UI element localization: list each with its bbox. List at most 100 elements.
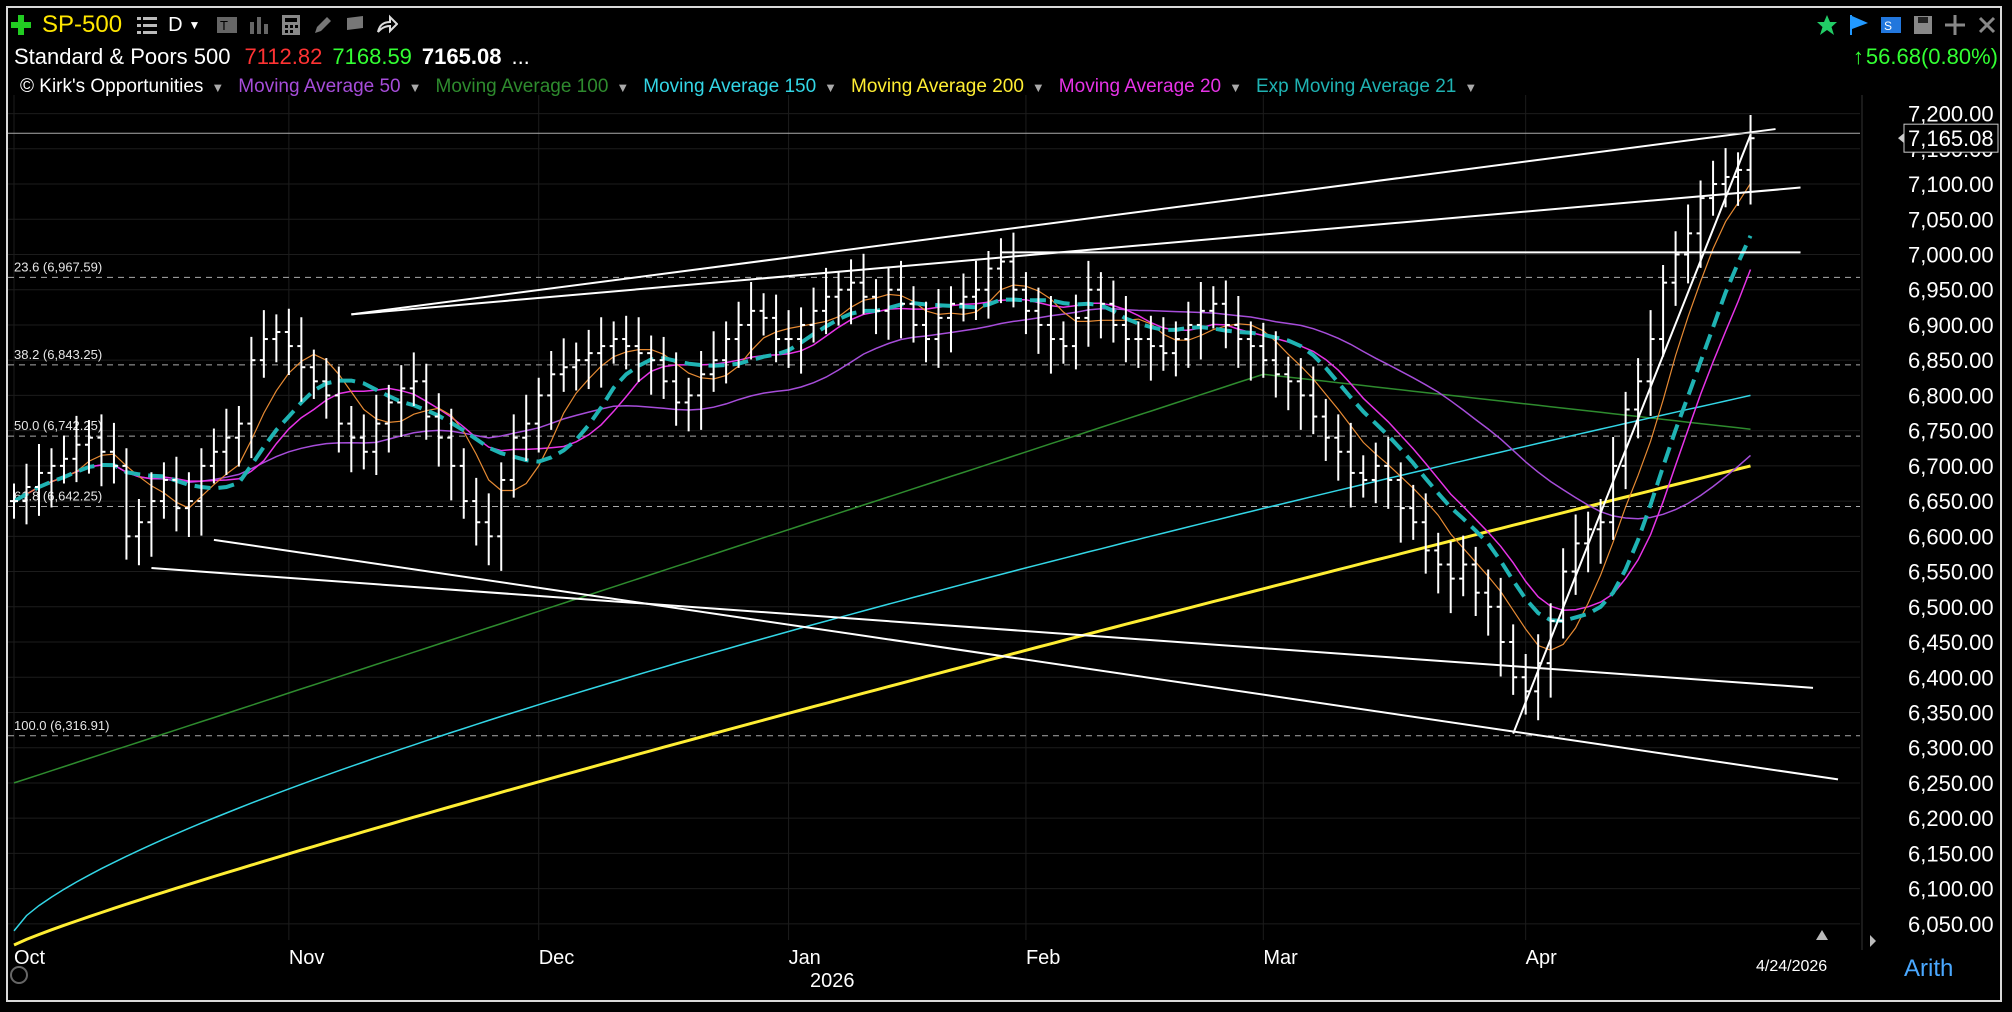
price-axis-label: 6,900.00: [1908, 313, 1994, 338]
chevron-down-icon[interactable]: ▼: [1464, 80, 1478, 95]
trendline: [151, 567, 1814, 689]
study-label: © Kirk's Opportunities: [20, 76, 204, 97]
price-axis-label: 6,850.00: [1908, 348, 1994, 373]
moving-average-150-line: [13, 394, 1751, 932]
study-label: Moving Average 20: [1058, 76, 1222, 97]
scroll-end-icon: [1870, 935, 1876, 947]
moving-average-20-line: [13, 269, 1752, 612]
moving-average-50-line: [13, 307, 1751, 520]
change-display: ↑ 56.68(0.80%): [1853, 44, 1998, 70]
price-axis-label: 7,050.00: [1908, 207, 1994, 232]
last-value: 7165.08: [421, 44, 502, 69]
zoom-reset-icon[interactable]: [8, 960, 30, 990]
study-item[interactable]: Moving Average 100 ▼: [436, 76, 630, 98]
list-icon[interactable]: [136, 14, 158, 36]
price-axis-label: 6,650.00: [1908, 489, 1994, 514]
scroll-right-icon: [1816, 930, 1828, 940]
time-axis-label: Nov: [289, 947, 325, 969]
price-axis-label: 6,200.00: [1908, 806, 1994, 831]
move-icon[interactable]: [1944, 14, 1966, 36]
low-value: 7112.82: [244, 44, 323, 69]
chevron-down-icon[interactable]: ▼: [1229, 80, 1242, 95]
study-item[interactable]: Moving Average 150 ▼: [643, 76, 837, 98]
quote-line: Standard & Poors 500 7112.82 7168.59 716…: [14, 44, 530, 70]
price-axis-label: 6,350.00: [1908, 700, 1994, 725]
trendline: [213, 538, 1839, 781]
chevron-down-icon[interactable]: ▼: [408, 80, 422, 95]
calculator-icon[interactable]: [280, 14, 302, 36]
change-value: 56.68(0.80%): [1865, 44, 1998, 69]
save-icon[interactable]: [1912, 14, 1934, 36]
interval-selector[interactable]: D: [168, 13, 183, 36]
svg-text:S: S: [1884, 19, 1892, 33]
fib-level-label: 61.8 (6,642.25): [14, 489, 102, 504]
chart-window-frame: [6, 6, 2002, 1002]
time-axis-label: Feb: [1026, 947, 1060, 969]
price-axis-label: 6,800.00: [1908, 383, 1994, 408]
time-axis-label: Jan: [789, 947, 821, 969]
study-item[interactable]: Moving Average 50 ▼: [238, 76, 421, 98]
fib-level-label: 50.0 (6,742.25): [14, 418, 102, 433]
price-axis-label: 6,150.00: [1908, 841, 1994, 866]
price-axis-label: 6,450.00: [1908, 630, 1994, 655]
scale-mode-button[interactable]: Arith: [1904, 955, 1954, 982]
instrument-name: Standard & Poors 500: [14, 44, 231, 69]
trendline: [1512, 134, 1752, 734]
price-axis-label: 6,050.00: [1908, 912, 1994, 937]
study-label: Moving Average 200: [851, 76, 1024, 97]
chevron-down-icon[interactable]: ▼: [188, 18, 201, 32]
price-axis-label: 6,550.00: [1908, 560, 1994, 585]
window-controls: S: [1816, 10, 1998, 40]
price-axis-label: 6,700.00: [1908, 454, 1994, 479]
price-axis-label: 6,250.00: [1908, 771, 1994, 796]
fib-level-label: 100.0 (6,316.91): [14, 718, 109, 733]
time-axis-label: Dec: [539, 947, 575, 969]
bar-chart-icon[interactable]: [248, 14, 270, 36]
up-arrow-icon: ↑: [1852, 44, 1864, 69]
price-axis-label: 6,100.00: [1908, 877, 1994, 902]
svg-text:T: T: [220, 18, 228, 33]
chevron-down-icon[interactable]: ▼: [824, 80, 838, 95]
close-icon[interactable]: [1976, 14, 1998, 36]
price-axis-label: 6,750.00: [1908, 419, 1994, 444]
moving-average-100-line: [13, 373, 1751, 784]
study-item[interactable]: Moving Average 20 ▼: [1059, 76, 1242, 98]
add-symbol-icon[interactable]: [10, 14, 32, 36]
fib-level-label: 23.6 (6,967.59): [14, 259, 102, 274]
trendline: [351, 128, 1776, 316]
price-axis-label: 6,400.00: [1908, 665, 1994, 690]
price-axis-label: 6,600.00: [1908, 524, 1994, 549]
symbol-name[interactable]: SP-500: [42, 11, 123, 38]
price-axis-label: 6,950.00: [1908, 278, 1994, 303]
star-icon[interactable]: [1816, 14, 1838, 36]
time-axis-label: Apr: [1526, 947, 1557, 969]
study-label: Moving Average 150: [643, 76, 817, 97]
text-tool-icon[interactable]: T: [216, 14, 238, 36]
last-price-label: 7,165.08: [1908, 126, 1994, 151]
studies-legend: © Kirk's Opportunities ▼ Moving Average 50…: [20, 74, 1491, 100]
time-axis-label: Oct: [14, 947, 46, 969]
sync-icon[interactable]: S: [1880, 14, 1902, 36]
chevron-down-icon[interactable]: ▼: [211, 80, 225, 95]
more-values: ...: [511, 44, 530, 69]
chevron-down-icon[interactable]: ▼: [616, 80, 630, 95]
price-axis-label: 7,100.00: [1908, 172, 1994, 197]
exp-moving-average-21-line: [13, 234, 1753, 623]
study-item[interactable]: Exp Moving Average 21 ▼: [1256, 76, 1477, 98]
study-item[interactable]: © Kirk's Opportunities ▼: [20, 76, 224, 98]
high-value: 7168.59: [332, 44, 412, 69]
price-axis-label: 6,500.00: [1908, 595, 1994, 620]
pencil-icon[interactable]: [312, 14, 334, 36]
flag-icon[interactable]: [344, 14, 366, 36]
study-label: Moving Average 50: [238, 76, 401, 97]
trendline: [351, 186, 1801, 316]
chevron-down-icon[interactable]: ▼: [1031, 80, 1045, 95]
share-arrow-icon[interactable]: [376, 14, 399, 36]
study-item[interactable]: Moving Average 200 ▼: [851, 76, 1045, 98]
study-label: Moving Average 100: [435, 76, 609, 97]
last-price-pointer: [1898, 133, 1904, 144]
flag-blue-icon[interactable]: [1848, 14, 1870, 36]
symbol-bar: SP-500 D ▼ T: [10, 8, 408, 42]
price-axis-label: 7,000.00: [1908, 242, 1994, 267]
